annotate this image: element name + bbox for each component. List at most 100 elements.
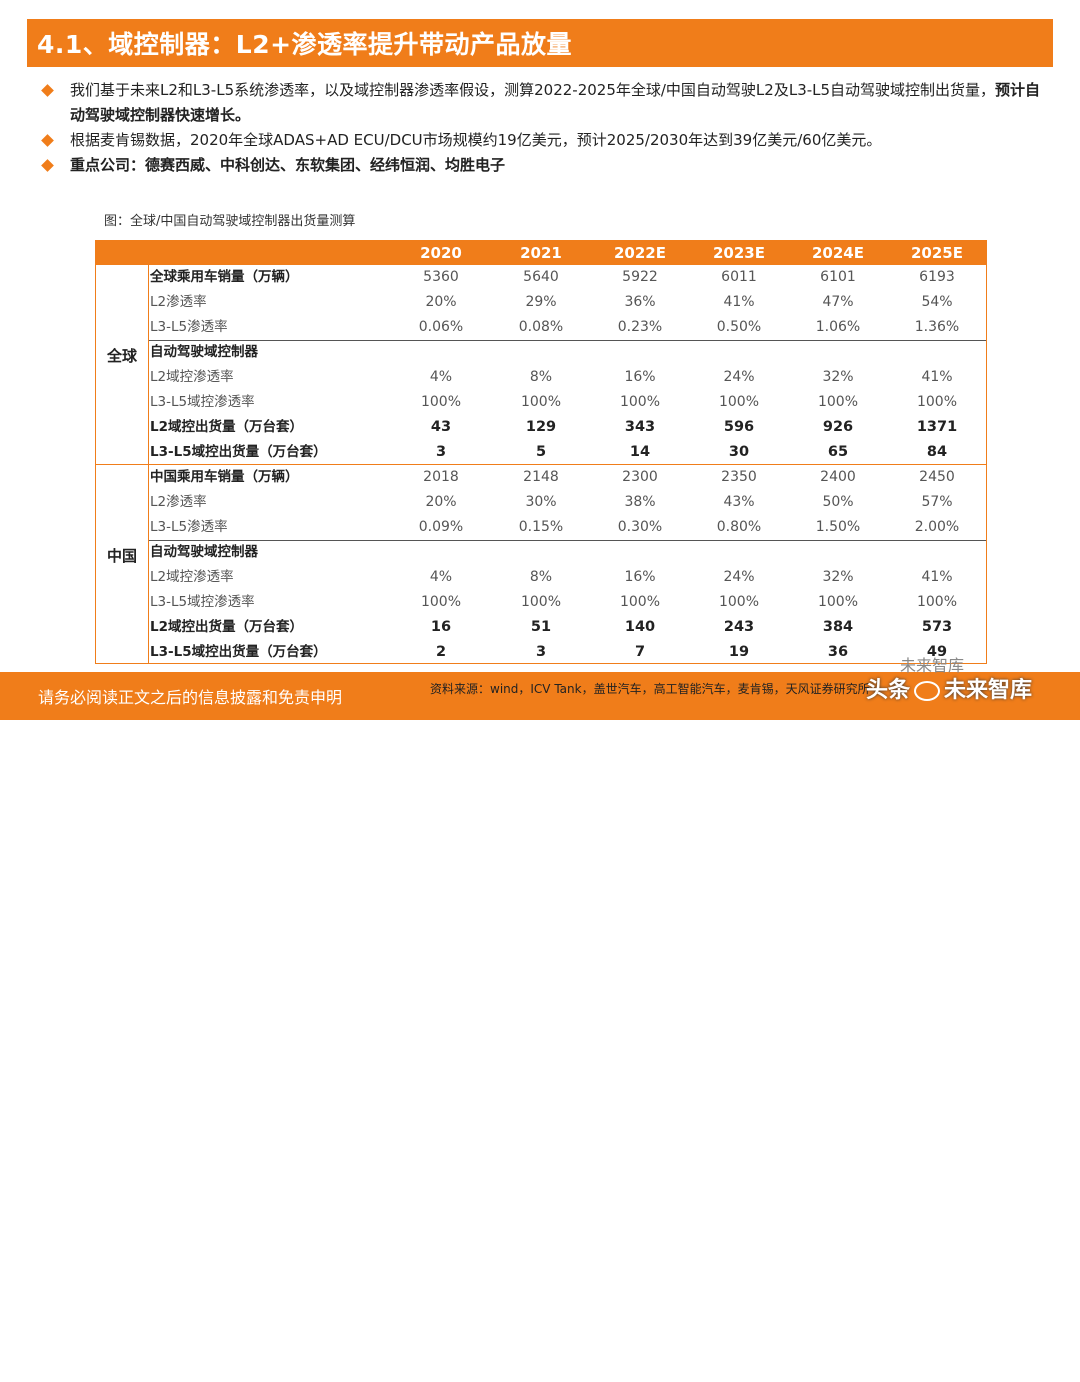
table-cell: 100% [718,594,760,610]
row-label: L3-L5渗透率 [150,519,228,535]
table-cell: 243 [723,619,755,635]
bullet-1-bold-text: 预计自动驾驶域控制器快速增长。 [70,81,1041,124]
table-cell [694,340,784,365]
table-cell: 16% [624,369,656,385]
table-cell: 100% [420,594,462,610]
table-cell: 65 [827,444,849,460]
table-cell: 24% [723,369,755,385]
table-cell: 343 [624,419,656,435]
row-label: L2域控渗透率 [150,569,234,585]
row-label: L2域控出货量（万台套） [150,619,303,635]
table-cell: 100% [619,394,661,410]
table-cell: 43% [723,494,755,510]
table-cell: 5 [535,444,547,460]
table-cell: 7 [634,644,646,660]
table-row: L3-L5域控出货量（万台套） 2 3 7 19 36 49 [96,640,986,665]
region-label-china: 中国 [106,547,137,565]
table-cell: 1.50% [815,519,861,535]
table-cell: 0.09% [418,519,464,535]
table-cell: 129 [525,419,557,435]
table-cell: 8% [529,369,553,385]
table-cell: 2148 [523,469,559,485]
row-label: L2渗透率 [150,294,207,310]
table-cell: 16 [430,619,452,635]
region-label-global: 全球 [106,347,137,365]
table-cell: 926 [822,419,854,435]
table-cell: 0.50% [716,319,762,335]
table-cell: 16% [624,569,656,585]
table-row: 全球乘用车销量（万辆） 5360 5640 5922 6011 6101 6193 [96,265,986,290]
table-cell: 1371 [916,419,958,435]
table-row: L2渗透率 20% 29% 36% 41% 47% 54% [96,290,986,315]
group-separator [149,340,986,341]
bullet-3: 重点公司：德赛西威、中科创达、东软集团、经纬恒润、均胜电子 [40,153,1050,178]
table-cell: 2450 [919,469,955,485]
table-cell [793,540,883,565]
table-cell: 100% [520,594,562,610]
table-cell: 573 [921,619,953,635]
table-cell: 100% [817,594,859,610]
table-cell: 32% [822,369,854,385]
table-cell: 1.36% [914,319,960,335]
diamond-bullet-icon [41,134,54,147]
table-row: L3-L5域控渗透率 100% 100% 100% 100% 100% 100% [96,390,986,415]
table-cell: 20% [425,494,457,510]
year-header: 2022E [614,244,666,262]
table-cell: 3 [435,444,447,460]
table-row: 自动驾驶域控制器 [96,340,986,365]
table-row: L2渗透率 20% 30% 38% 43% 50% 57% [96,490,986,515]
table-cell: 8% [529,569,553,585]
row-label: 自动驾驶域控制器 [150,544,258,560]
bullet-1-text: 我们基于未来L2和L3-L5系统渗透率，以及域控制器渗透率假设，测算2022-2… [70,81,996,99]
year-header: 2025E [911,244,963,262]
bullet-list: 我们基于未来L2和L3-L5系统渗透率，以及域控制器渗透率假设，测算2022-2… [40,78,1050,178]
table-cell: 38% [624,494,656,510]
table-cell: 0.23% [617,319,663,335]
bullet-1: 我们基于未来L2和L3-L5系统渗透率，以及域控制器渗透率假设，测算2022-2… [40,78,1050,128]
table-row: L3-L5渗透率 0.09% 0.15% 0.30% 0.80% 1.50% 2.00% [96,515,986,540]
table-cell [396,540,486,565]
table-cell: 100% [916,394,958,410]
table-cell: 100% [520,394,562,410]
table-cell: 41% [723,294,755,310]
row-label: L3-L5渗透率 [150,319,228,335]
table-cell: 50% [822,494,854,510]
table-cell: 0.08% [518,319,564,335]
table-cell: 4% [429,369,453,385]
table-cell: 57% [921,494,953,510]
footer-bar: 请务必阅读正文之后的信息披露和免责申明 45 [0,672,1080,1382]
group-separator [149,540,986,541]
table-cell: 49 [926,644,948,660]
bullet-2: 根据麦肯锡数据，2020年全球ADAS+AD ECU/DCU市场规模约19亿美元… [40,128,1050,153]
table-row: 中国乘用车销量（万辆） 2018 2148 2300 2350 2400 2450 [96,465,986,490]
watermark-text-right: 未来智库 [944,678,1033,703]
bullet-3-text: 重点公司：德赛西威、中科创达、东软集团、经纬恒润、均胜电子 [70,156,506,174]
table-cell: 1.06% [815,319,861,335]
table-cell: 4% [429,569,453,585]
table-cell [496,540,586,565]
table-row: L2域控渗透率 4% 8% 16% 24% 32% 41% [96,565,986,590]
row-label: L2渗透率 [150,494,207,510]
table-cell: 36% [624,294,656,310]
row-label: 全球乘用车销量（万辆） [150,269,299,285]
row-label: L3-L5域控出货量（万台套） [150,644,327,660]
table-cell: 100% [916,594,958,610]
table-header-row: 2020 2021 2022E 2023E 2024E 2025E [96,241,986,265]
table-cell: 6011 [721,269,757,285]
table-cell: 30 [728,444,750,460]
row-label: 中国乘用车销量（万辆） [150,469,299,485]
table-cell: 20% [425,294,457,310]
table-row: L2域控渗透率 4% 8% 16% 24% 32% 41% [96,365,986,390]
year-header: 2024E [812,244,864,262]
row-label: L3-L5域控渗透率 [150,394,255,410]
table-cell: 2400 [820,469,856,485]
table-cell: 596 [723,419,755,435]
table-cell: 2 [435,644,447,660]
table-cell: 24% [723,569,755,585]
table-cell: 5640 [523,269,559,285]
row-label: L2域控出货量（万台套） [150,419,303,435]
table-cell: 84 [926,444,948,460]
table-cell: 41% [921,569,953,585]
table-cell: 0.30% [617,519,663,535]
table-cell: 36 [827,644,849,660]
